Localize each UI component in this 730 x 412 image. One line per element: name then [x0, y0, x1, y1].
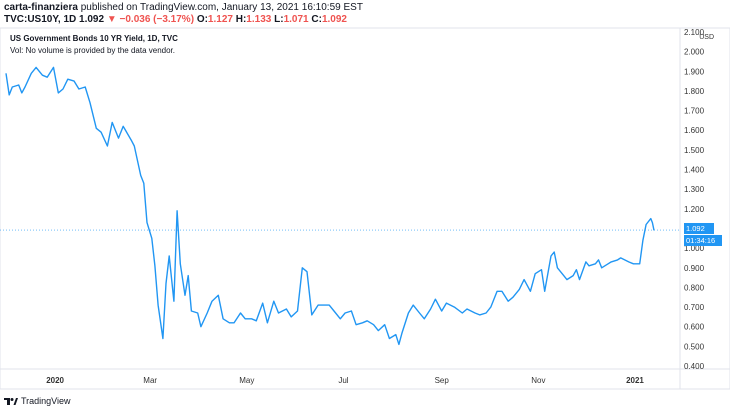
y-tick-label: 0.800 — [684, 283, 705, 292]
x-tick-label: Jul — [338, 376, 348, 385]
x-tick-label: 2021 — [626, 376, 644, 385]
y-tick-label: 2.100 — [684, 28, 705, 37]
open-label: O: — [196, 14, 208, 25]
close-label: C: — [311, 14, 322, 25]
last-price: 1.092 — [79, 14, 105, 25]
y-tick-label: 0.500 — [684, 342, 705, 351]
y-tick-label: 1.000 — [684, 244, 705, 253]
y-tick-label: 1.600 — [684, 126, 705, 135]
open-value: 1.127 — [207, 14, 233, 25]
x-tick-label: 2020 — [46, 376, 64, 385]
chart-title: US Government Bonds 10 YR Yield, 1D, TVC — [10, 34, 178, 43]
y-tick-label: 1.400 — [684, 166, 705, 175]
down-arrow-icon: ▼ — [106, 14, 117, 25]
y-tick-label: 0.900 — [684, 264, 705, 273]
x-tick-label: Mar — [143, 376, 157, 385]
y-tick-label: 1.800 — [684, 87, 705, 96]
time-axis: 2020 Mar May Jul Sep Nov 2021 — [46, 376, 644, 385]
y-tick-label: 1.900 — [684, 67, 705, 76]
y-tick-label: 0.600 — [684, 323, 705, 332]
publish-text: published on TradingView.com, January 13… — [77, 2, 363, 13]
y-tick-label: 1.200 — [684, 205, 705, 214]
x-tick-label: Nov — [531, 376, 545, 385]
countdown-badge: 01:34:16 — [684, 235, 722, 246]
symbol-info: TVC:US10Y, 1D 1.092 ▼ −0.036 (−3.17%) O:… — [4, 14, 347, 26]
currency-label: USD — [699, 34, 714, 41]
low-value: 1.071 — [283, 14, 309, 25]
price-change: −0.036 (−3.17%) — [119, 14, 195, 25]
author-name[interactable]: carta-finanziera — [4, 2, 78, 13]
low-label: L: — [274, 14, 284, 25]
y-tick-label: 1.700 — [684, 107, 705, 116]
y-tick-label: 2.000 — [684, 48, 705, 57]
close-value: 1.092 — [321, 14, 347, 25]
tradingview-logo-icon — [4, 397, 18, 405]
high-value: 1.133 — [246, 14, 272, 25]
tradingview-logo[interactable]: TradingView — [4, 396, 71, 406]
y-tick-label: 1.500 — [684, 146, 705, 155]
y-tick-label: 1.300 — [684, 185, 705, 194]
y-tick-label: 0.400 — [684, 362, 705, 371]
logo-text: TradingView — [21, 396, 71, 406]
price-axis: 0.4000.5000.6000.7000.8000.9001.0001.100… — [684, 28, 705, 371]
symbol-name: TVC:US10Y, 1D — [4, 14, 77, 25]
high-label: H: — [235, 14, 247, 25]
publish-info: carta-finanziera published on TradingVie… — [4, 2, 363, 14]
x-tick-label: Sep — [435, 376, 450, 385]
x-tick-label: May — [239, 376, 254, 385]
price-badge: 1.092 — [684, 223, 714, 234]
chart-subtitle: Vol: No volume is provided by the data v… — [10, 46, 175, 55]
yield-series-line — [5, 66, 655, 346]
y-tick-label: 0.700 — [684, 303, 705, 312]
chart-frame — [0, 27, 730, 390]
